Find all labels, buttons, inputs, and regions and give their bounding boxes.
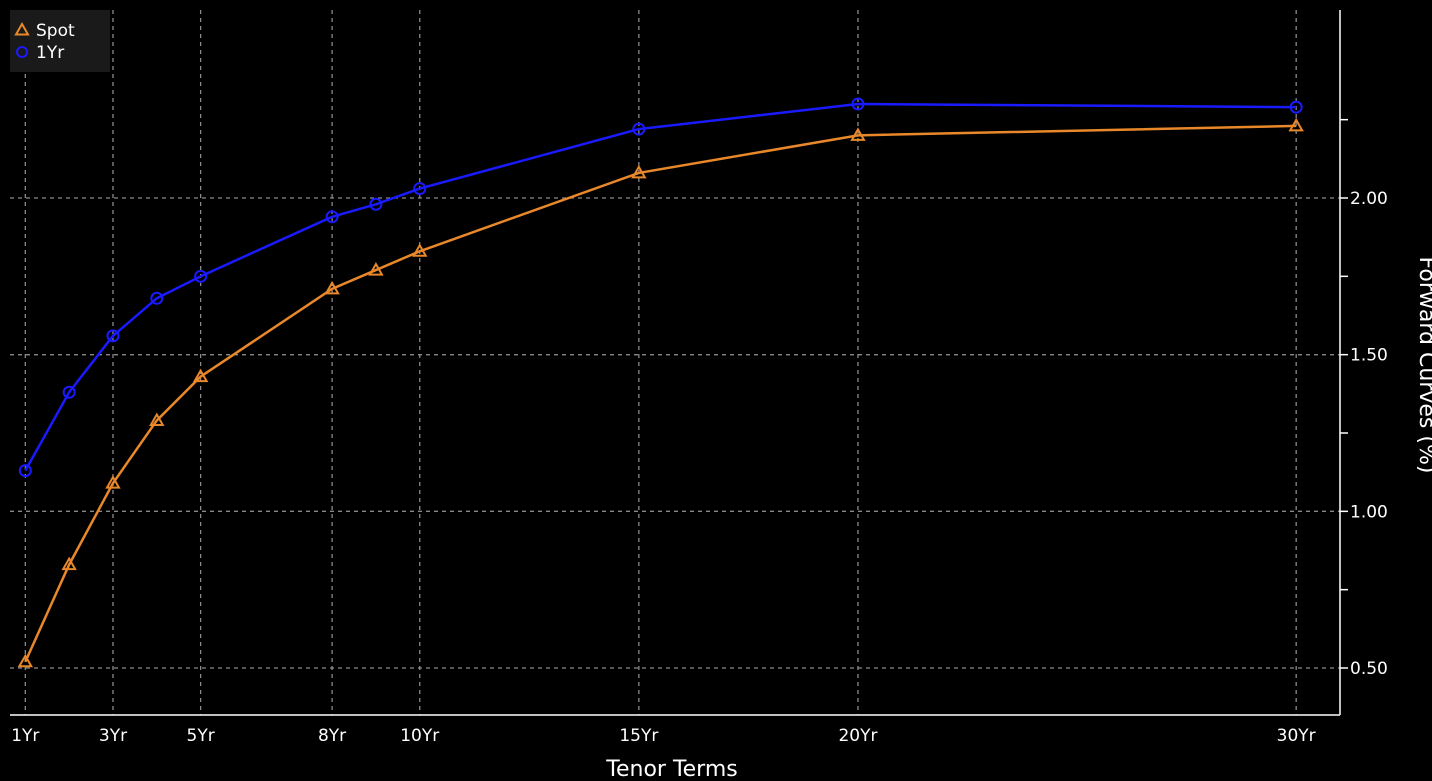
x-tick-label: 8Yr	[318, 726, 346, 746]
y-tick-label: 2.00	[1350, 189, 1388, 209]
legend-label-1yr: 1Yr	[36, 43, 64, 63]
x-tick-label: 30Yr	[1277, 726, 1316, 746]
data-point-spot	[412, 243, 428, 257]
series-line-spot	[24, 124, 1297, 663]
data-point-spot	[368, 262, 384, 276]
series-spot	[17, 117, 1304, 668]
data-point-1yr	[851, 97, 865, 111]
data-point-1yr	[18, 464, 32, 478]
data-point-spot	[149, 412, 165, 426]
x-axis-title: Tenor Terms	[605, 757, 737, 781]
series-1yr	[18, 97, 1303, 478]
data-point-1yr	[1289, 100, 1303, 114]
data-point-1yr	[62, 385, 76, 399]
y-tick-label: 1.00	[1350, 502, 1388, 522]
data-point-1yr	[150, 291, 164, 305]
y-axis-title: Forward Curves (%)	[1414, 257, 1432, 474]
data-point-spot	[850, 127, 866, 141]
data-point-1yr	[106, 329, 120, 343]
series-layer	[17, 97, 1304, 668]
data-point-1yr	[194, 269, 208, 283]
legend-marker-1yr	[16, 46, 28, 58]
x-tick-label: 10Yr	[400, 726, 439, 746]
legend-box	[10, 10, 110, 72]
x-tick-label: 20Yr	[838, 726, 877, 746]
data-point-spot	[1288, 117, 1304, 132]
axes: 1Yr 3Yr 5Yr 8Yr 10Yr 15Yr 20Yr 30Yr 0.50 1.00 1.50…	[10, 10, 1388, 746]
data-point-spot	[105, 475, 121, 489]
x-tick-label: 5Yr	[187, 726, 215, 746]
data-point-spot	[192, 368, 209, 383]
legend-label-spot: Spot	[36, 21, 75, 41]
x-tick-label: 3Yr	[99, 726, 127, 746]
data-point-1yr	[413, 182, 427, 196]
series-line-1yr	[24, 102, 1297, 472]
data-point-spot	[17, 653, 34, 668]
legend-marker-spot	[14, 21, 30, 36]
data-point-spot	[324, 280, 340, 295]
x-tick-label: 15Yr	[619, 726, 658, 746]
data-point-spot	[631, 164, 647, 179]
y-tick-label: 1.50	[1350, 346, 1388, 366]
grid	[10, 10, 1340, 715]
y-tick-label: 0.50	[1350, 659, 1388, 679]
data-point-spot	[61, 556, 77, 571]
data-point-1yr	[632, 122, 646, 136]
x-tick-label: 1Yr	[11, 726, 39, 746]
data-point-1yr	[325, 210, 339, 224]
data-point-1yr	[369, 197, 383, 211]
